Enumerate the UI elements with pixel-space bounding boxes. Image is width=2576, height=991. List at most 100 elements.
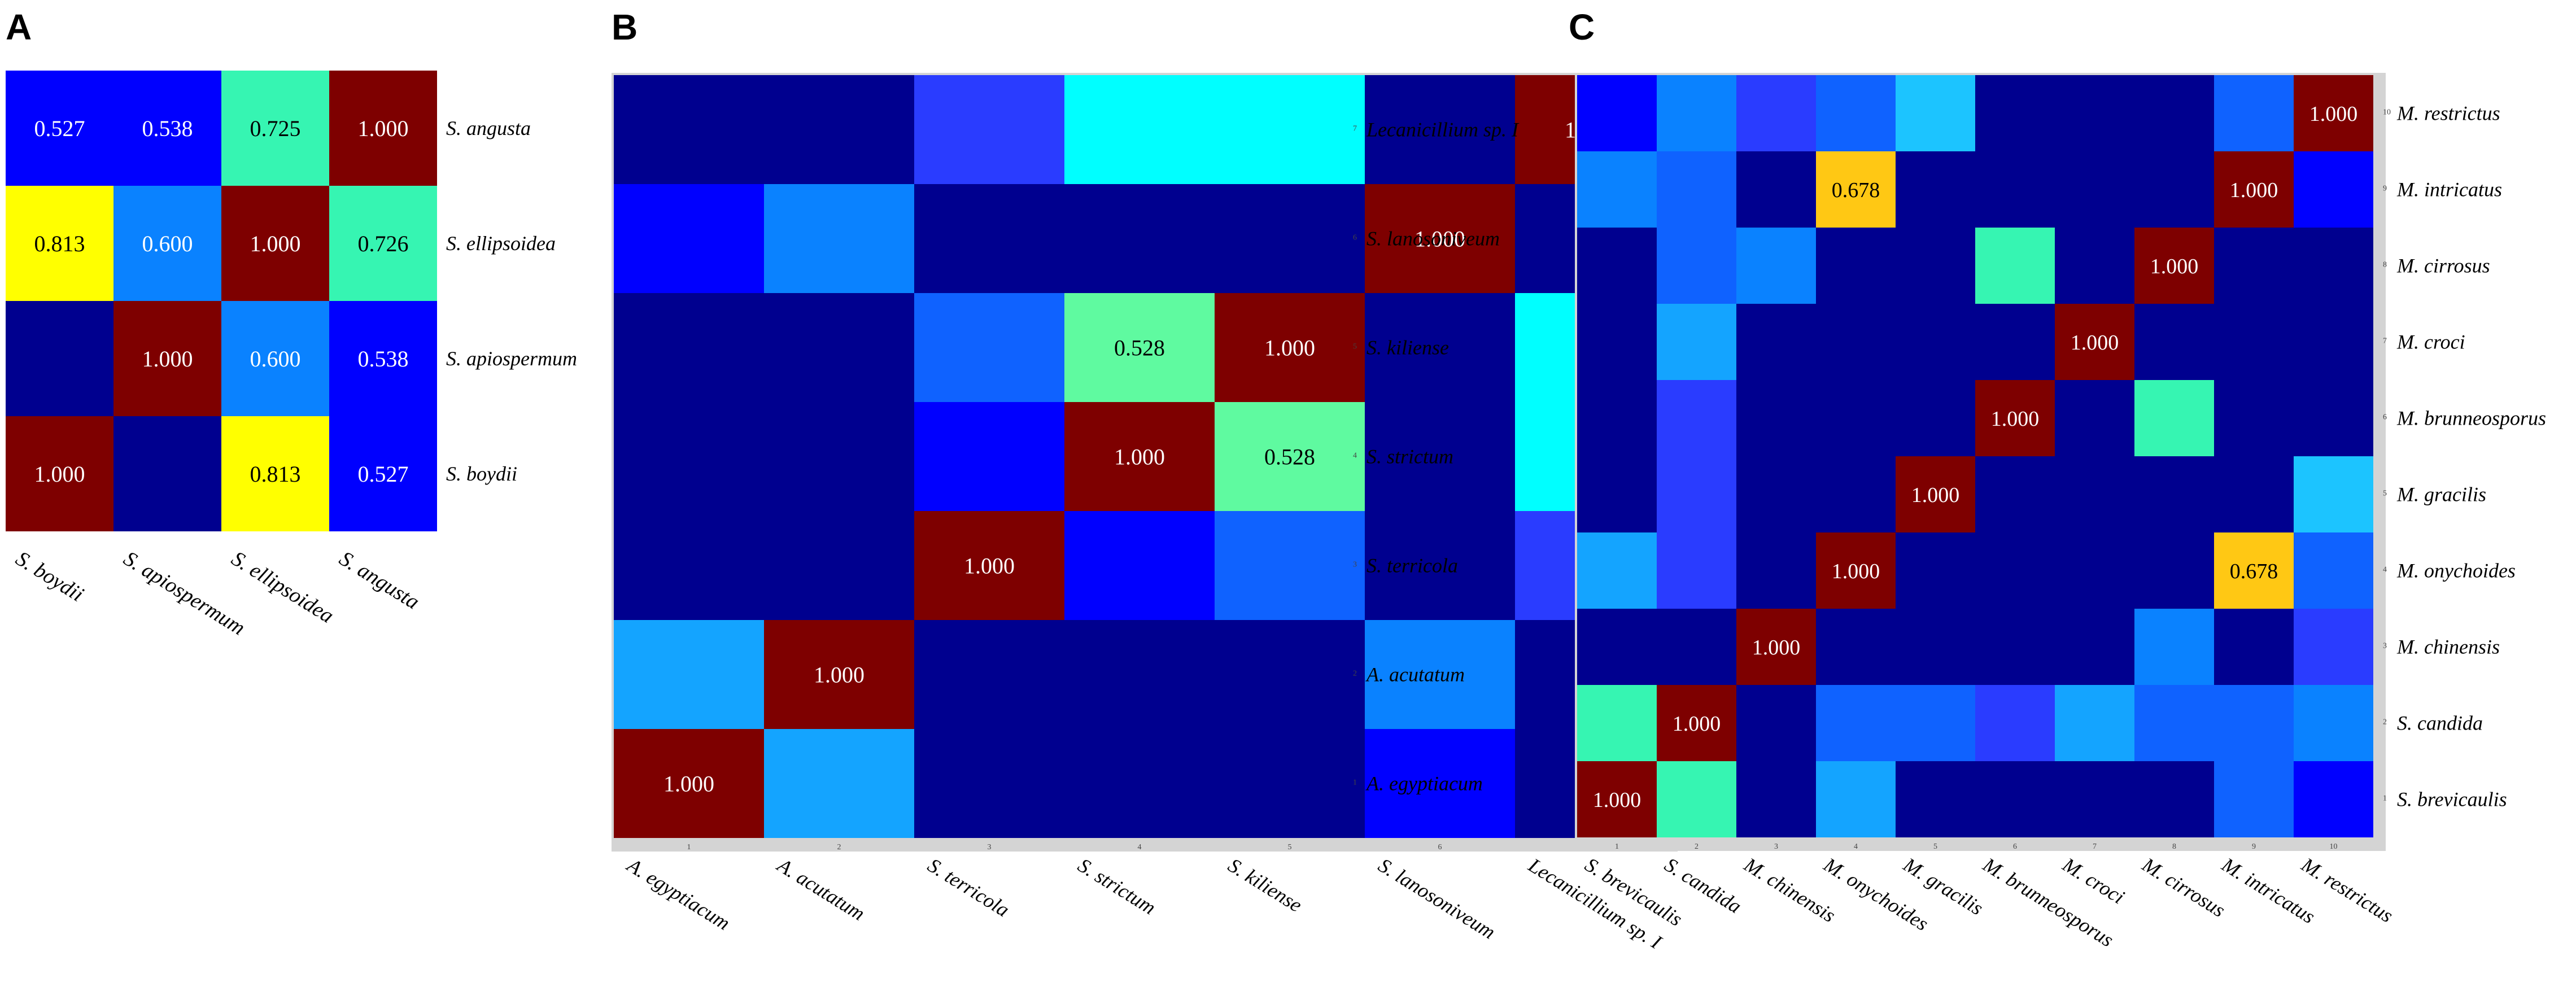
heatmap-cell — [1896, 75, 1975, 151]
heatmap-cell — [914, 511, 1064, 620]
y-axis-label: A. egyptiacum — [1365, 772, 1483, 795]
heatmap-cell — [614, 293, 764, 402]
y-axis-label: S. kiliense — [1366, 337, 1449, 359]
heatmap-cell — [2294, 151, 2373, 228]
cell-value-label: 0.527 — [34, 116, 85, 141]
heatmap-cell — [113, 416, 221, 531]
cell-value-label: 1.000 — [663, 771, 714, 797]
heatmap-cell — [1816, 304, 1896, 380]
heatmap-cell — [1657, 228, 1736, 304]
heatmap-cell — [1896, 532, 1975, 609]
heatmap-cell — [1736, 456, 1816, 532]
x-tick-number: 1 — [687, 843, 691, 852]
cell-value-label: 1.000 — [2309, 102, 2358, 126]
y-axis-label: S. apiospermum — [446, 347, 577, 370]
cell-value-label: 1.000 — [1911, 483, 1960, 507]
heatmap-cell — [221, 71, 329, 186]
heatmap-cell — [1736, 304, 1816, 380]
y-tick-number: 5 — [2383, 490, 2387, 498]
heatmap-cell — [1215, 620, 1365, 729]
y-axis-label: S. ellipsoidea — [446, 232, 556, 255]
heatmap-cell — [1975, 456, 2055, 532]
heatmap-cell — [1657, 685, 1736, 761]
heatmap-cell — [1975, 609, 2055, 685]
heatmap-cell — [1736, 151, 1816, 228]
heatmap-cell — [1975, 380, 2055, 456]
heatmap-cell — [2294, 456, 2373, 532]
cell-value-label: 1.000 — [1114, 444, 1165, 470]
cell-value-label: 0.678 — [1832, 178, 1880, 202]
heatmap-cell — [329, 71, 437, 186]
cell-value-label: 1.000 — [1264, 335, 1315, 361]
cell-value-label: 0.528 — [1114, 335, 1165, 361]
heatmap-cell — [1064, 293, 1215, 402]
heatmap-cell — [2055, 609, 2134, 685]
heatmap-cell — [914, 729, 1064, 838]
heatmap-cell — [1816, 228, 1896, 304]
y-tick-number: 4 — [2383, 566, 2387, 574]
heatmap-cell — [1816, 75, 1896, 151]
cell-value-label: 1.000 — [34, 461, 85, 487]
heatmap-cell — [2214, 685, 2294, 761]
heatmap-cell — [1577, 304, 1657, 380]
heatmap-cell — [1365, 511, 1515, 620]
heatmap-cell — [1064, 75, 1215, 184]
heatmap-cell — [2134, 304, 2214, 380]
heatmap-cell — [113, 186, 221, 301]
heatmap-cell — [2055, 532, 2134, 609]
heatmap-cell — [2214, 228, 2294, 304]
heatmap-cell — [2214, 761, 2294, 837]
x-tick-number: 9 — [2252, 842, 2256, 851]
x-tick-number: 2 — [1695, 842, 1699, 851]
heatmap-cell — [1896, 304, 1975, 380]
heatmap-cell — [1215, 75, 1365, 184]
heatmap-cell — [1064, 402, 1215, 511]
heatmap-cell — [1365, 402, 1515, 511]
heatmap-cell — [1657, 532, 1736, 609]
heatmap-cell — [1657, 609, 1736, 685]
heatmap-cell — [2294, 75, 2373, 151]
x-tick-number: 10 — [2330, 842, 2338, 851]
cell-value-label: 1.000 — [358, 116, 409, 141]
heatmap-cell — [2055, 380, 2134, 456]
heatmap-cell — [1736, 228, 1816, 304]
x-tick-number: 8 — [2172, 842, 2176, 851]
heatmap-cell — [2294, 532, 2373, 609]
heatmap-cell — [1896, 609, 1975, 685]
cell-value-label: 0.600 — [142, 231, 193, 256]
heatmap-cell — [221, 186, 329, 301]
y-tick-number: 8 — [2383, 261, 2387, 269]
heatmap-cell — [2294, 761, 2373, 837]
cell-value-label: 1.000 — [2071, 331, 2119, 355]
heatmap-cell — [764, 620, 914, 729]
heatmap-cell — [1975, 685, 2055, 761]
y-tick-number: 3 — [1353, 561, 1357, 569]
x-tick-number: 2 — [837, 843, 841, 852]
y-axis-label: S. brevicaulis — [2397, 788, 2507, 811]
heatmap-cell — [6, 301, 113, 416]
heatmap-cell — [914, 620, 1064, 729]
cell-value-label: 1.000 — [1593, 788, 1641, 812]
heatmap-cell — [2214, 609, 2294, 685]
y-tick-number: 6 — [2383, 413, 2387, 422]
heatmap-cell — [1577, 456, 1657, 532]
heatmap-panel-a: 0.527 0.538 0.725 1.000 0.813 0.600 1.000 0.726… — [6, 71, 577, 640]
heatmap-cell — [1365, 75, 1515, 184]
x-tick-number: 6 — [1438, 843, 1442, 852]
cell-value-label: 1.000 — [1752, 636, 1801, 660]
heatmap-cell — [1365, 184, 1515, 293]
heatmap-cell — [764, 293, 914, 402]
heatmap-cell — [2134, 609, 2214, 685]
cell-value-label: 0.813 — [250, 461, 301, 487]
heatmap-cell — [2055, 685, 2134, 761]
y-tick-number: 7 — [2383, 337, 2387, 346]
y-tick-number: 1 — [1353, 779, 1357, 787]
x-tick-number: 7 — [2093, 842, 2097, 851]
x-tick-number: 4 — [1138, 843, 1142, 852]
heatmap-cell — [1577, 151, 1657, 228]
heatmap-cell — [2134, 685, 2214, 761]
heatmap-cell — [1657, 151, 1736, 228]
heatmap-cell — [1577, 761, 1657, 837]
heatmap-cell — [1577, 609, 1657, 685]
